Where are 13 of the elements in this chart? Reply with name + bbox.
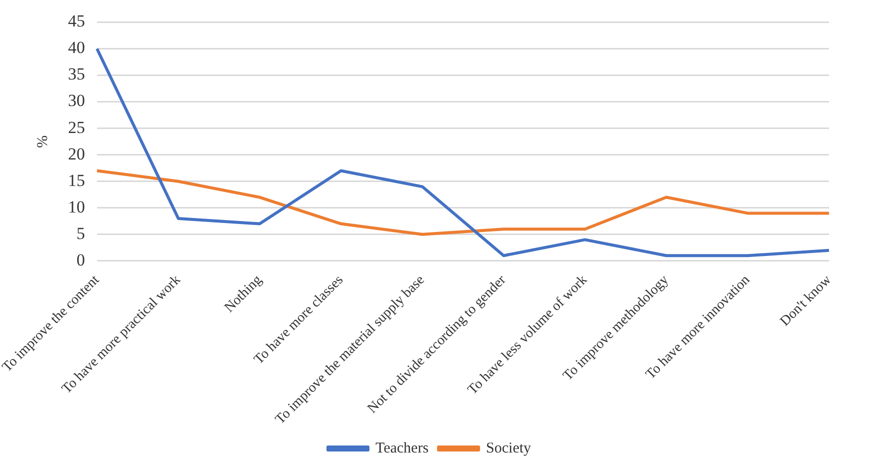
- legend-label: Teachers: [375, 440, 429, 456]
- legend-label: Society: [486, 440, 532, 456]
- y-tick-label: 15: [68, 170, 85, 190]
- y-tick-label: 40: [68, 38, 85, 58]
- y-tick-label: 20: [68, 144, 85, 164]
- y-tick-label: 35: [68, 64, 85, 84]
- y-tick-label: 45: [68, 12, 85, 31]
- y-axis-title: %: [34, 135, 51, 148]
- y-tick-label: 0: [76, 250, 85, 270]
- y-tick-label: 5: [76, 224, 85, 243]
- y-tick-label: 10: [68, 197, 85, 216]
- y-tick-label: 25: [68, 118, 85, 137]
- y-tick-label: 30: [68, 91, 85, 110]
